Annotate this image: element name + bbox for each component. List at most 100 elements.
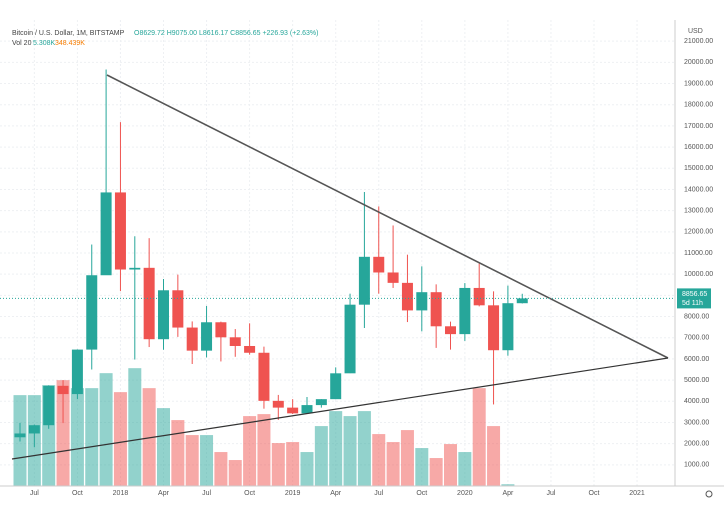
volume-bar <box>487 426 501 486</box>
volume-bar <box>343 416 357 486</box>
candle-body <box>473 287 485 306</box>
volume-bar <box>243 416 257 486</box>
volume-title: Vol 20 <box>12 40 32 47</box>
candle-body <box>387 272 399 283</box>
volume-bar <box>200 435 214 486</box>
y-tick-label: 19000.00 <box>684 80 713 87</box>
volume-bar <box>56 380 70 486</box>
candle-body <box>114 192 126 270</box>
volume-bar <box>85 388 99 486</box>
candle-body <box>358 256 370 305</box>
candle-body <box>445 326 456 335</box>
countdown: 5d 11h <box>682 300 703 307</box>
candle-body <box>344 304 356 374</box>
candle-body <box>301 405 313 414</box>
candle-body <box>172 290 184 328</box>
volume-bar <box>386 442 400 486</box>
y-tick-label: 15000.00 <box>684 165 713 172</box>
volume-bar <box>214 452 228 486</box>
volume-bar <box>157 408 170 486</box>
y-tick-label: 14000.00 <box>684 186 713 193</box>
candle-body <box>43 385 55 426</box>
candle-body <box>430 292 442 327</box>
y-tick-label: 20000.00 <box>684 59 713 66</box>
y-tick-label: 10000.00 <box>684 271 713 278</box>
y-tick-label: 18000.00 <box>684 102 713 109</box>
volume-bar <box>501 484 515 486</box>
x-tick-label: Jul <box>202 490 211 497</box>
candle-body <box>100 192 112 276</box>
candle-body <box>201 322 213 351</box>
x-tick-label: Jul <box>374 490 383 497</box>
candle-body <box>186 327 198 351</box>
candle-body <box>373 256 385 273</box>
x-tick-label: 2021 <box>629 490 645 497</box>
candle-body <box>158 290 169 340</box>
y-tick-label: 2000.00 <box>684 440 709 447</box>
y-tick-label: 12000.00 <box>684 229 713 236</box>
y-tick-label: 4000.00 <box>684 398 709 405</box>
x-tick-label: Jul <box>546 490 555 497</box>
y-tick-label: 16000.00 <box>684 144 713 151</box>
volume-bar <box>472 388 486 486</box>
candle-body <box>14 433 26 438</box>
volume-bar <box>429 458 443 486</box>
candle-body <box>315 399 327 406</box>
y-tick-label: 11000.00 <box>684 250 713 257</box>
candle-body <box>287 407 299 414</box>
candle-body <box>272 400 284 408</box>
candle-body <box>330 373 342 400</box>
volume-bar <box>458 452 472 486</box>
candle-body <box>416 292 428 311</box>
y-tick-label: 6000.00 <box>684 356 709 363</box>
volume-bar <box>300 452 314 486</box>
x-tick-label: Oct <box>589 490 600 497</box>
volume-bar <box>372 434 386 486</box>
last-price-label: 8856.65 <box>682 291 707 298</box>
candle-body <box>401 282 413 311</box>
y-tick-label: 13000.00 <box>684 207 713 214</box>
x-tick-label: Apr <box>330 490 342 497</box>
candle-body <box>459 287 471 335</box>
volume-bar <box>314 426 328 486</box>
candle-body <box>502 303 514 351</box>
chart-title: Bitcoin / U.S. Dollar, 1M, BITSTAMP <box>12 30 125 37</box>
y-tick-label: 5000.00 <box>684 377 709 384</box>
candle-body <box>215 322 227 338</box>
trendline-upper <box>106 74 669 359</box>
trendline-lower <box>11 357 669 460</box>
candle-body <box>244 345 256 353</box>
volume-bar <box>228 460 242 486</box>
candle-body <box>57 385 69 395</box>
volume-bar <box>128 368 142 486</box>
x-tick-label: 2019 <box>285 490 301 497</box>
settings-icon[interactable] <box>705 490 713 498</box>
x-tick-label: Jul <box>30 490 39 497</box>
candle-body <box>28 425 40 434</box>
currency: USD <box>688 28 703 35</box>
y-tick-label: 1000.00 <box>684 462 709 469</box>
volume-bar <box>329 411 343 486</box>
volume-bar <box>171 420 185 486</box>
volume-bar <box>257 414 271 486</box>
volume-bar <box>70 388 84 486</box>
volume-bar <box>142 388 156 486</box>
candle-body <box>516 298 528 304</box>
candle-body <box>129 267 141 270</box>
x-tick-label: Apr <box>158 490 170 497</box>
volume-bar <box>286 442 300 486</box>
volume-bar <box>113 392 127 486</box>
volume-bar <box>271 443 285 486</box>
y-tick-label: 21000.00 <box>684 38 713 45</box>
volume-bar <box>99 373 113 486</box>
volume-layer <box>13 368 515 486</box>
y-tick-label: 7000.00 <box>684 335 709 342</box>
x-tick-label: Oct <box>72 490 83 497</box>
candle-body <box>71 349 83 395</box>
x-tick-label: Oct <box>416 490 427 497</box>
candle-body <box>258 352 270 401</box>
y-tick-label: 8000.00 <box>684 313 709 320</box>
x-tick-label: 2018 <box>113 490 129 497</box>
axis-layer: 1000.00 2000.00 3000.00 4000.00 5000.00 6000.… <box>0 38 713 497</box>
